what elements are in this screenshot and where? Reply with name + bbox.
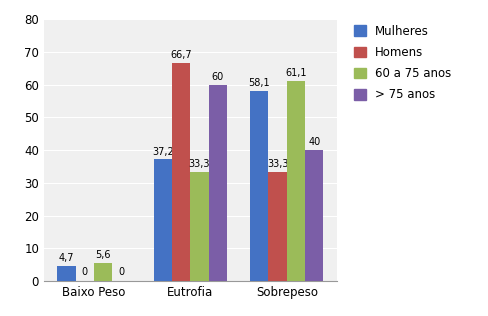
Bar [154, 159, 172, 281]
Text: 37,2: 37,2 [152, 147, 174, 157]
Text: 58,1: 58,1 [248, 78, 270, 88]
Text: 0: 0 [118, 267, 124, 277]
Bar [268, 172, 287, 281]
Text: 66,7: 66,7 [170, 50, 192, 60]
Bar [172, 63, 190, 281]
Bar [190, 172, 209, 281]
Text: 40: 40 [308, 137, 321, 148]
Text: 5,6: 5,6 [95, 250, 111, 260]
Legend: Mulheres, Homens, 60 a 75 anos, > 75 anos: Mulheres, Homens, 60 a 75 anos, > 75 ano… [351, 22, 454, 104]
Bar [250, 91, 268, 281]
Bar [287, 81, 305, 281]
Bar [57, 266, 76, 281]
Bar [209, 85, 227, 281]
Text: 33,3: 33,3 [189, 160, 210, 169]
Text: 0: 0 [81, 267, 88, 277]
Text: 60: 60 [212, 72, 224, 82]
Bar [94, 263, 112, 281]
Text: 33,3: 33,3 [267, 160, 288, 169]
Text: 4,7: 4,7 [59, 253, 74, 263]
Text: 61,1: 61,1 [285, 68, 306, 78]
Bar [305, 150, 324, 281]
